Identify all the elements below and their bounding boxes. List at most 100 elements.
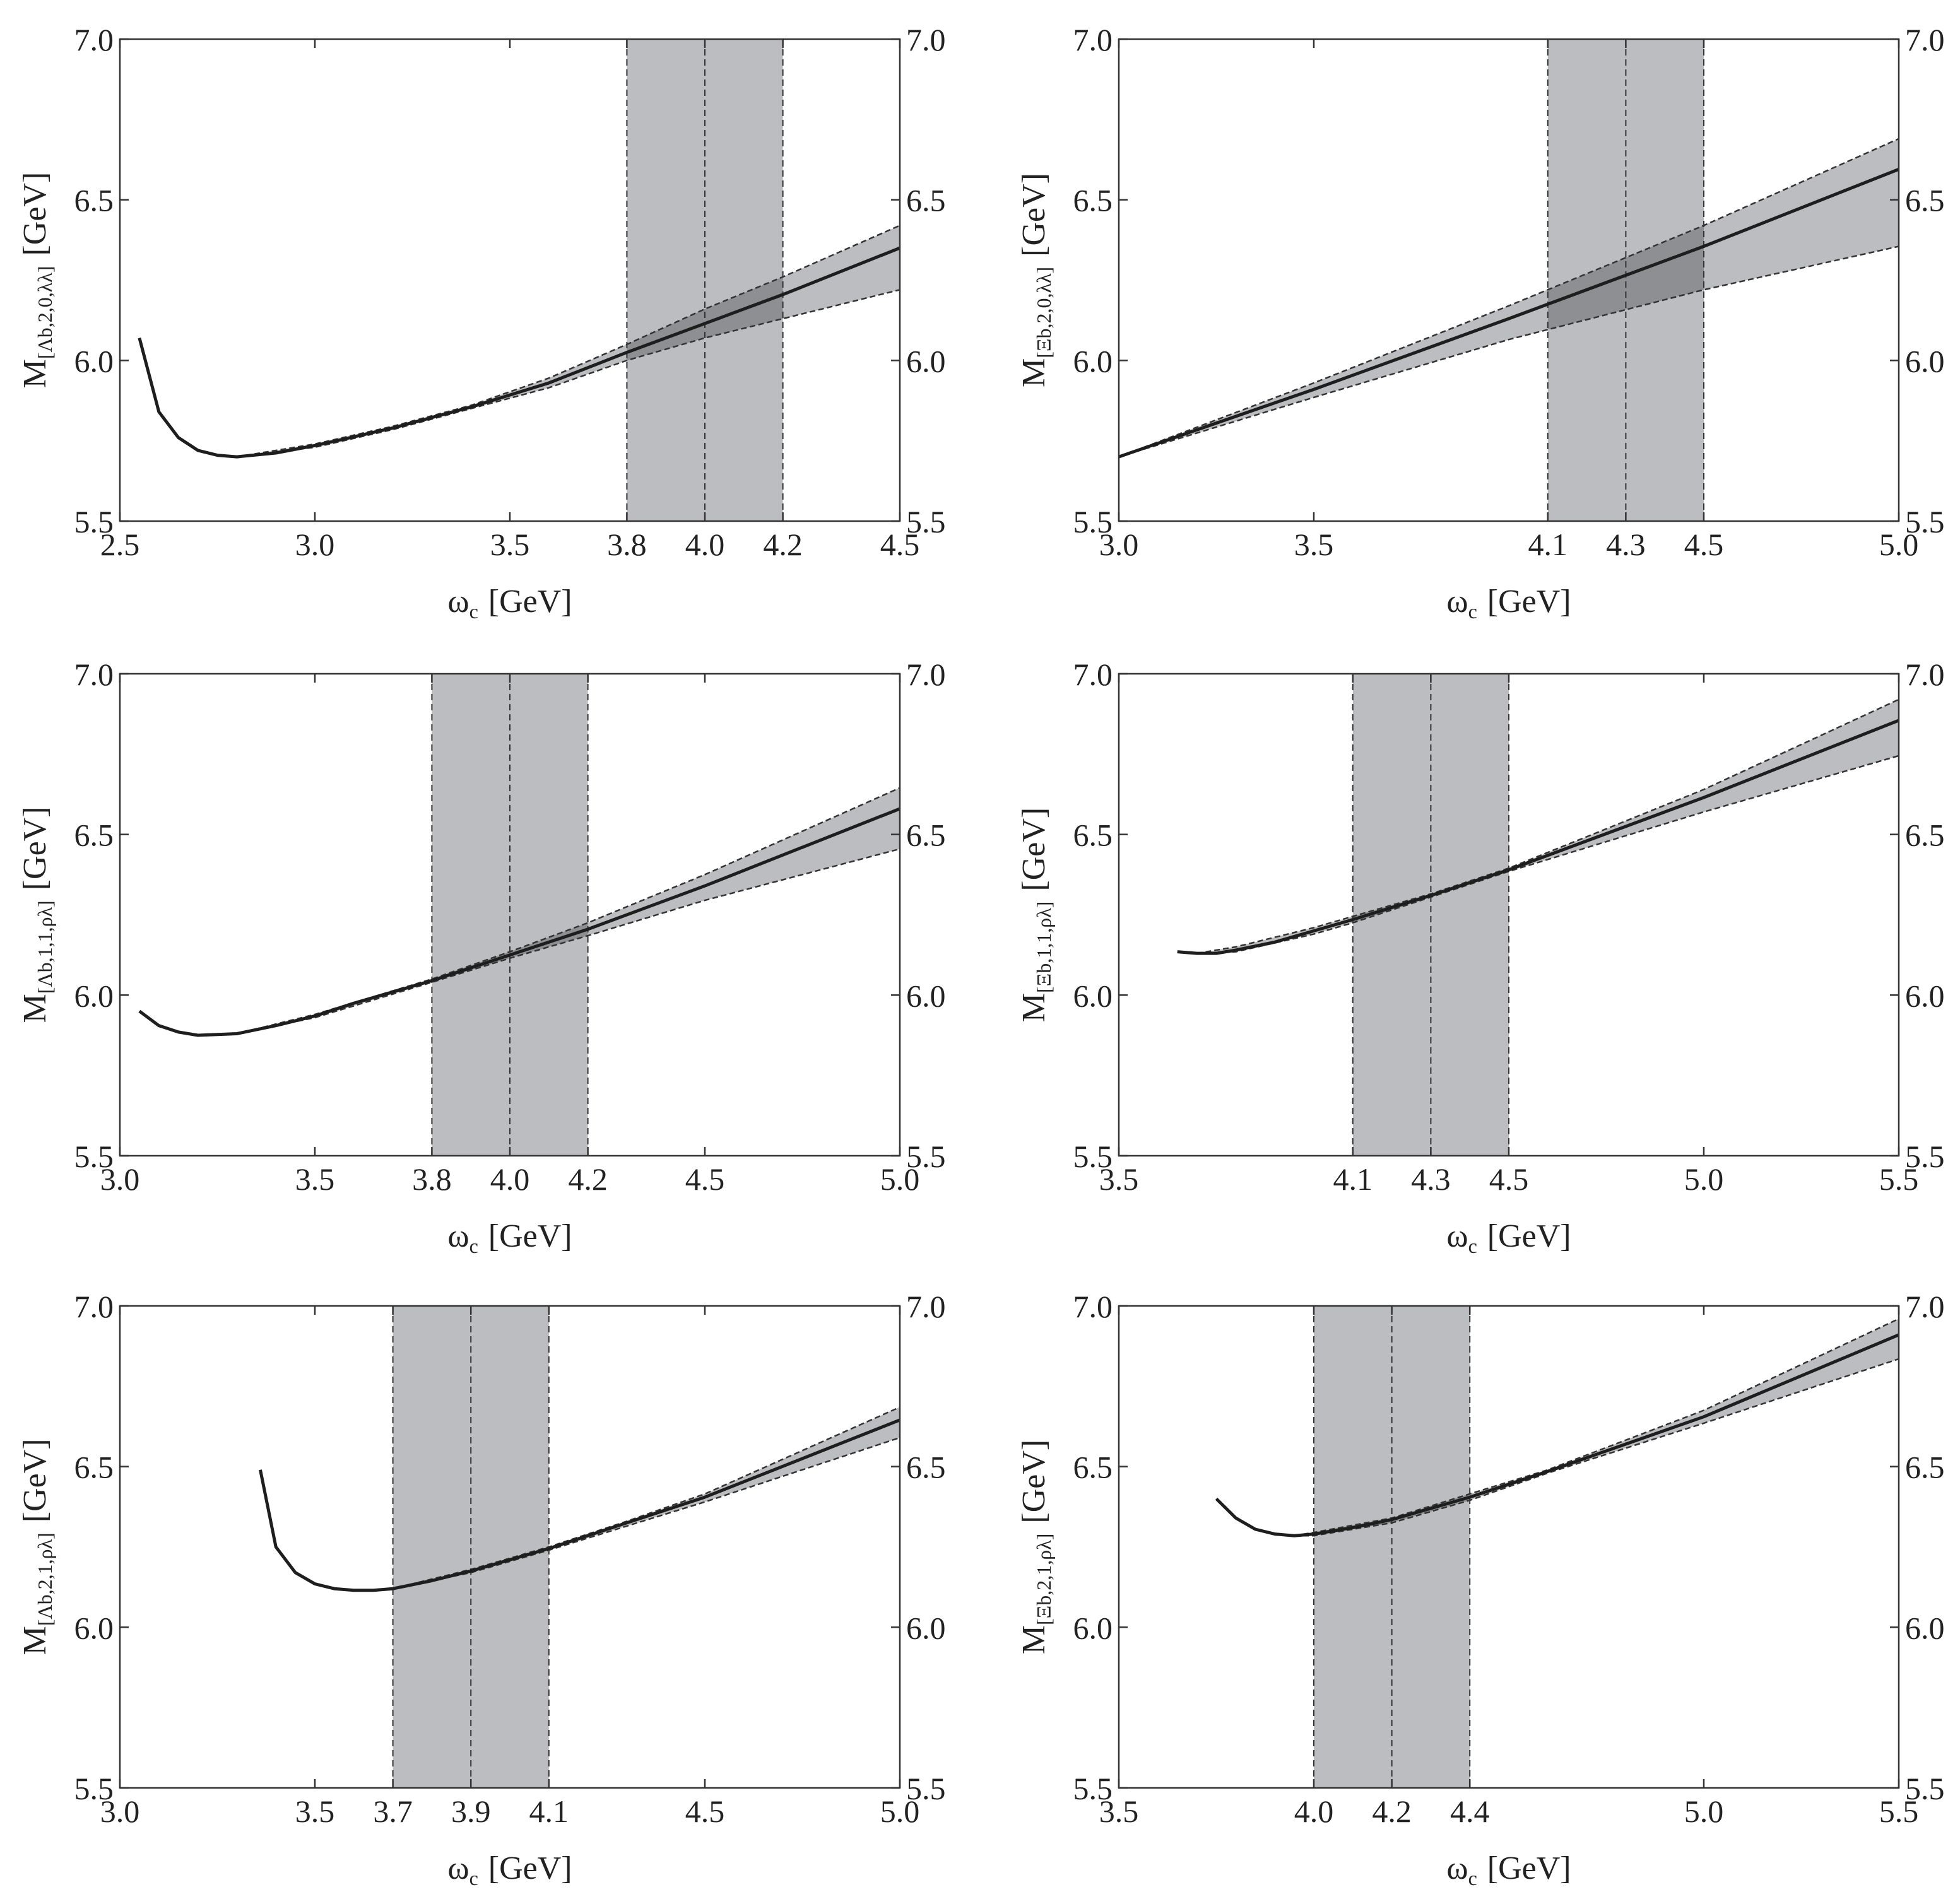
y-tick-label-left: 6.0 bbox=[74, 1610, 114, 1645]
y-tick-label-left: 6.5 bbox=[1073, 818, 1113, 853]
x-tick-label: 3.9 bbox=[451, 1794, 491, 1829]
x-tick-label: 5.0 bbox=[1684, 1161, 1724, 1197]
y-axis-label-symbol: M bbox=[17, 359, 53, 388]
y-tick-label-left: 7.0 bbox=[74, 1289, 114, 1324]
uncertainty-band bbox=[1119, 138, 1899, 457]
y-tick-label-left: 5.5 bbox=[1073, 1139, 1113, 1174]
x-axis-label-symbol: ω bbox=[1446, 1850, 1468, 1886]
y-axis-label-unit: [GeV] bbox=[17, 172, 53, 256]
x-axis-label-subscript: c bbox=[1468, 1867, 1477, 1889]
band-window-overlap bbox=[1547, 225, 1704, 330]
x-tick-label: 4.5 bbox=[880, 527, 920, 562]
y-axis-label-symbol: M bbox=[17, 1626, 53, 1655]
y-axis-label-symbol: M bbox=[1016, 358, 1052, 387]
x-tick-label: 2.5 bbox=[100, 527, 140, 562]
y-tick-label-right: 7.0 bbox=[1905, 657, 1945, 692]
x-axis-label-unit: [GeV] bbox=[1487, 584, 1571, 620]
band-window-overlap bbox=[627, 276, 783, 361]
y-axis-label-unit: [GeV] bbox=[17, 806, 53, 890]
x-axis-label-subscript: c bbox=[1468, 600, 1477, 623]
y-tick-label-left: 5.5 bbox=[1073, 1771, 1113, 1806]
y-axis-label-unit: [GeV] bbox=[1016, 1440, 1052, 1524]
chart-panel-5: 3.0 3.5 3.7 3.9 4.1 4.5 5.05.5 5.56.0 6.06.5 6.57… bbox=[17, 1289, 946, 1889]
y-tick-label-right: 7.0 bbox=[1905, 1289, 1945, 1324]
plot-area bbox=[259, 1306, 900, 1788]
series-line-lower bbox=[237, 848, 900, 1035]
y-axis-label-symbol: M bbox=[17, 994, 53, 1023]
y-tick-label-right: 7.0 bbox=[1905, 22, 1945, 57]
y-tick-label-right: 6.0 bbox=[906, 978, 946, 1013]
y-tick-label-right: 6.0 bbox=[1905, 978, 1945, 1013]
y-axis-label: M[Ξb,1,1,ρλ] [GeV] bbox=[1016, 808, 1055, 1022]
x-axis-label-symbol: ω bbox=[1446, 1218, 1468, 1254]
x-tick-label: 4.5 bbox=[1489, 1161, 1529, 1197]
y-axis-label-subscript: [Ξb,2,0,λλ] bbox=[1032, 267, 1055, 358]
y-tick-label-left: 7.0 bbox=[74, 22, 114, 57]
y-tick-label-right: 6.5 bbox=[906, 1450, 946, 1485]
x-tick-label: 4.0 bbox=[1294, 1794, 1334, 1829]
x-tick-label: 4.1 bbox=[1528, 527, 1568, 562]
y-axis-label-subscript: [Ξb,2,1,ρλ] bbox=[1032, 1534, 1055, 1625]
x-tick-label: 5.0 bbox=[1879, 527, 1919, 562]
x-tick-label: 3.8 bbox=[412, 1161, 452, 1197]
y-axis-label-symbol: M bbox=[1016, 1625, 1052, 1654]
plot-area bbox=[138, 674, 900, 1156]
y-tick-label-right: 6.5 bbox=[1905, 183, 1945, 218]
x-tick-label: 4.0 bbox=[685, 527, 725, 562]
x-axis-label: ωc [GeV] bbox=[447, 1218, 572, 1257]
y-tick-label-right: 6.5 bbox=[1905, 1450, 1945, 1485]
series-line-upper bbox=[237, 225, 900, 458]
x-tick-label: 3.7 bbox=[373, 1794, 413, 1829]
x-tick-label: 4.4 bbox=[1450, 1794, 1490, 1829]
y-tick-label-right: 5.5 bbox=[1905, 1771, 1945, 1806]
x-tick-label: 5.0 bbox=[880, 1794, 920, 1829]
plot-area bbox=[1119, 39, 1899, 521]
uncertainty-band bbox=[1196, 699, 1899, 954]
x-tick-label: 3.5 bbox=[1099, 1794, 1139, 1829]
y-tick-label-left: 6.0 bbox=[1073, 343, 1113, 379]
series-line-central bbox=[138, 246, 900, 459]
y-tick-label-right: 6.5 bbox=[906, 183, 946, 218]
chart-panel-3: 3.0 3.5 3.8 4.0 4.2 4.5 5.05.5 5.56.0 6.06.5 6.57… bbox=[17, 657, 946, 1257]
x-tick-label: 3.5 bbox=[490, 527, 530, 562]
y-tick-label-right: 6.0 bbox=[1905, 343, 1945, 379]
series-line-lower bbox=[237, 289, 900, 458]
x-tick-label: 4.5 bbox=[685, 1161, 725, 1197]
x-tick-label: 4.3 bbox=[1411, 1161, 1451, 1197]
x-tick-label: 3.0 bbox=[1099, 527, 1139, 562]
y-tick-label-left: 6.5 bbox=[1073, 1450, 1113, 1485]
working-window-band bbox=[627, 39, 783, 521]
plot-area bbox=[1215, 1306, 1899, 1788]
x-axis-label-unit: [GeV] bbox=[1487, 1850, 1571, 1886]
x-tick-label: 4.1 bbox=[1333, 1161, 1373, 1197]
y-tick-label-right: 5.5 bbox=[1905, 504, 1945, 539]
y-tick-label-left: 7.0 bbox=[74, 657, 114, 692]
y-tick-label-left: 5.5 bbox=[74, 1139, 114, 1174]
x-tick-label: 4.2 bbox=[1372, 1794, 1412, 1829]
x-axis-label: ωc [GeV] bbox=[1446, 1850, 1571, 1889]
y-tick-label-left: 6.0 bbox=[74, 343, 114, 379]
y-tick-label-right: 7.0 bbox=[906, 22, 946, 57]
y-tick-label-right: 6.5 bbox=[906, 818, 946, 853]
series-line-central bbox=[1119, 167, 1899, 459]
series-line-upper bbox=[1196, 698, 1899, 955]
plot-frame bbox=[119, 1305, 901, 1789]
x-tick-label: 4.3 bbox=[1606, 527, 1646, 562]
x-tick-label: 4.0 bbox=[490, 1161, 530, 1197]
x-axis-label-subscript: c bbox=[469, 600, 478, 623]
y-tick-label-left: 5.5 bbox=[74, 1771, 114, 1806]
x-tick-label: 5.0 bbox=[880, 1161, 920, 1197]
y-axis-label: M[Ξb,2,0,λλ] [GeV] bbox=[1016, 173, 1055, 387]
x-axis-label: ωc [GeV] bbox=[447, 584, 572, 623]
x-tick-label: 3.0 bbox=[100, 1161, 140, 1197]
x-axis-label: ωc [GeV] bbox=[1446, 584, 1571, 623]
x-axis-label: ωc [GeV] bbox=[447, 1850, 572, 1889]
y-axis-label-subscript: [Λb,2,1,ρλ] bbox=[33, 1532, 56, 1626]
x-axis-label-subscript: c bbox=[1468, 1235, 1477, 1257]
x-axis-label-symbol: ω bbox=[447, 1218, 469, 1254]
chart-panel-2: 3.0 3.5 4.1 4.3 4.5 5.05.5 5.56.0 6.06.5 6.57.0 7… bbox=[1016, 22, 1945, 623]
x-tick-label: 3.0 bbox=[295, 527, 335, 562]
series-line-central bbox=[1215, 1333, 1899, 1537]
series-line-central bbox=[1177, 719, 1899, 955]
x-tick-label: 4.5 bbox=[685, 1794, 725, 1829]
